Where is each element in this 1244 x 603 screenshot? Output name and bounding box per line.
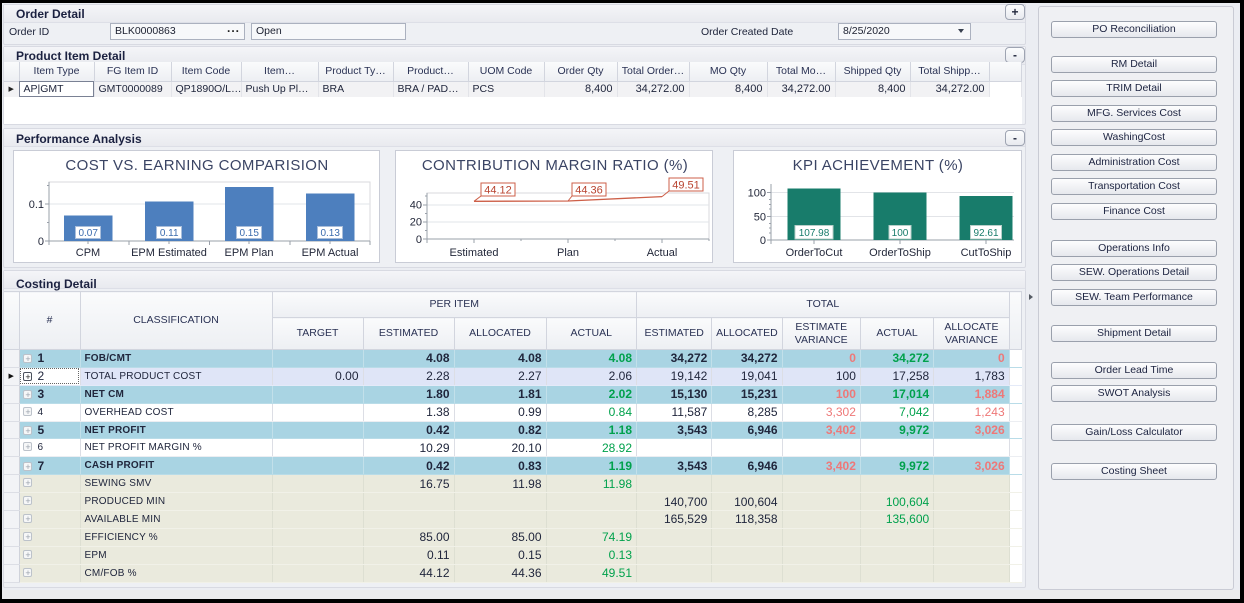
- svg-text:0.11: 0.11: [160, 228, 179, 239]
- svg-text:40: 40: [410, 200, 422, 212]
- svg-text:OrderToCut: OrderToCut: [786, 247, 843, 259]
- svg-text:EPM Plan: EPM Plan: [225, 247, 274, 259]
- svg-text:OrderToShip: OrderToShip: [869, 247, 931, 259]
- svg-text:0: 0: [416, 234, 422, 246]
- svg-text:50: 50: [754, 211, 766, 223]
- svg-text:0.15: 0.15: [239, 228, 259, 239]
- svg-text:49.51: 49.51: [672, 180, 700, 192]
- svg-text:EPM Estimated: EPM Estimated: [131, 247, 207, 259]
- svg-text:20: 20: [410, 217, 422, 229]
- svg-text:Plan: Plan: [557, 247, 579, 259]
- svg-text:0.1: 0.1: [29, 199, 44, 211]
- svg-text:92.61: 92.61: [973, 228, 998, 239]
- svg-text:107.98: 107.98: [799, 228, 830, 239]
- svg-text:KPI ACHIEVEMENT (%): KPI ACHIEVEMENT (%): [793, 157, 964, 174]
- svg-text:COST VS. EARNING COMPARISION: COST VS. EARNING COMPARISION: [65, 157, 328, 174]
- svg-text:100: 100: [748, 188, 766, 200]
- svg-text:100: 100: [892, 228, 909, 239]
- svg-text:44.36: 44.36: [575, 185, 603, 197]
- svg-text:0.13: 0.13: [320, 228, 340, 239]
- svg-text:0: 0: [38, 236, 44, 248]
- svg-text:44.12: 44.12: [484, 185, 512, 197]
- svg-text:CONTRIBUTION MARGIN RATIO (%): CONTRIBUTION MARGIN RATIO (%): [422, 157, 688, 174]
- svg-text:CPM: CPM: [76, 247, 100, 259]
- svg-text:0.07: 0.07: [78, 228, 98, 239]
- svg-text:Estimated: Estimated: [450, 247, 499, 259]
- svg-text:EPM Actual: EPM Actual: [302, 247, 359, 259]
- svg-text:CutToShip: CutToShip: [961, 247, 1012, 259]
- svg-text:Actual: Actual: [647, 247, 678, 259]
- svg-text:0: 0: [760, 235, 766, 247]
